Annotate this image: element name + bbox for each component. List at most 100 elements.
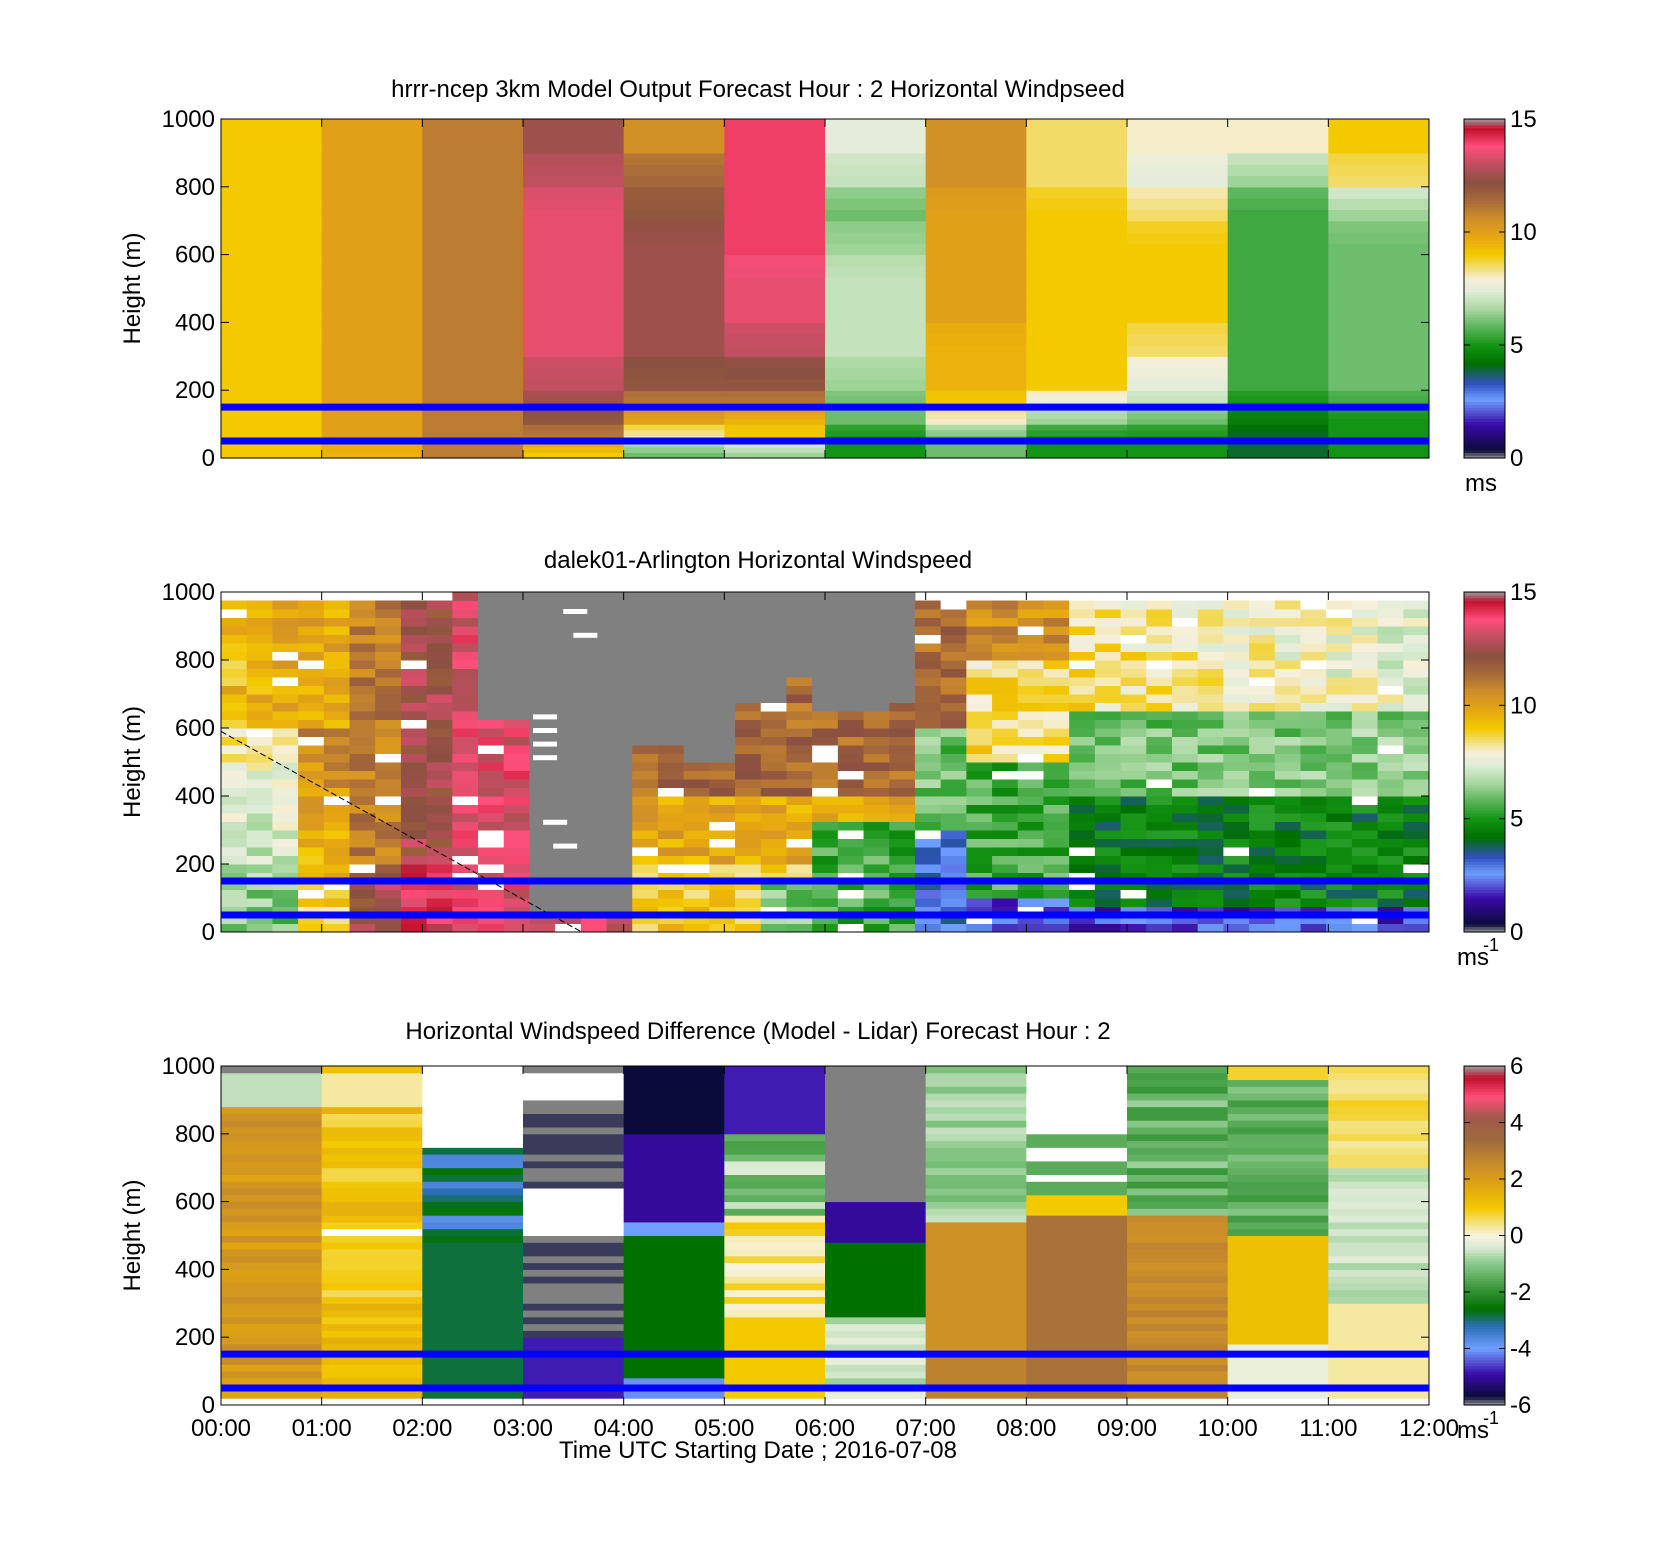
heatmap-cell bbox=[1069, 626, 1096, 635]
heatmap-cell bbox=[1094, 745, 1122, 754]
heatmap-cell bbox=[966, 600, 993, 610]
heatmap-cell bbox=[323, 830, 351, 839]
heatmap-cell bbox=[426, 872, 453, 882]
heatmap-cell bbox=[992, 677, 1019, 686]
heatmap-cell bbox=[1351, 804, 1379, 814]
heatmap-cell bbox=[1403, 872, 1430, 882]
heatmap-cell bbox=[735, 813, 762, 822]
heatmap-cell bbox=[760, 847, 787, 856]
heatmap-cell bbox=[1026, 333, 1128, 346]
heatmap-cell bbox=[580, 609, 608, 618]
heatmap-cell bbox=[606, 728, 633, 737]
heatmap-cell bbox=[1127, 1228, 1229, 1236]
colorbar-segment bbox=[1464, 251, 1505, 256]
heatmap-cell bbox=[1328, 1099, 1430, 1108]
heatmap-cell bbox=[925, 1154, 1027, 1162]
heatmap-cell bbox=[529, 719, 556, 729]
heatmap-cell bbox=[375, 881, 402, 890]
heatmap-cell bbox=[523, 130, 625, 143]
heatmap-cell bbox=[940, 660, 967, 669]
heatmap-cell bbox=[1120, 745, 1147, 754]
heatmap-cell bbox=[221, 1330, 323, 1338]
heatmap-cell bbox=[657, 643, 685, 652]
heatmap-cell bbox=[1043, 677, 1070, 686]
colorbar-unit-superscript: -1 bbox=[1483, 935, 1499, 955]
colorbar-segment bbox=[1464, 1345, 1505, 1350]
heatmap-cell bbox=[914, 804, 942, 814]
heatmap-cell bbox=[1223, 779, 1250, 788]
heatmap-cell bbox=[523, 119, 625, 131]
heatmap-cell bbox=[623, 378, 725, 391]
heatmap-cell bbox=[1223, 915, 1250, 924]
heatmap-cell bbox=[1223, 634, 1250, 644]
heatmap-cell bbox=[1017, 787, 1044, 797]
heatmap-cell bbox=[503, 626, 530, 635]
heatmap-cell bbox=[452, 651, 479, 661]
heatmap-cell bbox=[889, 643, 916, 652]
heatmap-cell bbox=[1026, 1106, 1128, 1114]
heatmap-cell bbox=[1326, 838, 1353, 848]
colorbar-segment bbox=[1464, 1294, 1505, 1299]
colorbar-segment bbox=[1464, 1235, 1505, 1239]
heatmap-cell bbox=[657, 711, 685, 720]
heatmap-cell bbox=[503, 855, 530, 865]
heatmap-cell bbox=[1017, 889, 1044, 899]
heatmap-cell bbox=[1223, 685, 1250, 695]
heatmap-cell bbox=[523, 452, 625, 459]
heatmap-cell bbox=[760, 600, 787, 610]
heatmap-cell bbox=[1274, 830, 1301, 839]
lidar-panel: dalek01-Arlington Horizontal Windspeed 0… bbox=[119, 547, 1537, 971]
heatmap-cell bbox=[422, 243, 524, 256]
heatmap-cell bbox=[1127, 243, 1229, 256]
heatmap-cell bbox=[940, 889, 967, 899]
heatmap-cell bbox=[825, 1127, 927, 1135]
heatmap-cell bbox=[478, 592, 505, 601]
colorbar-segment bbox=[1464, 1300, 1505, 1304]
heatmap-cell bbox=[1146, 762, 1173, 771]
heatmap-cell bbox=[1094, 906, 1122, 916]
heatmap-cell bbox=[555, 660, 582, 669]
colorbar-segment bbox=[1464, 634, 1505, 638]
heatmap-cell bbox=[452, 626, 479, 635]
colorbar-segment bbox=[1464, 144, 1505, 148]
heatmap-cell bbox=[623, 186, 725, 199]
colorbar-segment bbox=[1464, 330, 1505, 335]
heatmap-cell bbox=[221, 175, 323, 188]
heatmap-cell bbox=[221, 164, 323, 177]
heatmap-cell bbox=[523, 395, 625, 403]
heatmap-cell bbox=[1197, 660, 1224, 669]
heatmap-cell bbox=[1227, 1188, 1329, 1196]
heatmap-cell bbox=[580, 728, 608, 737]
heatmap-cell bbox=[992, 719, 1019, 729]
heatmap-cell bbox=[1227, 1276, 1329, 1284]
heatmap-cell bbox=[623, 1120, 725, 1128]
heatmap-cell bbox=[1171, 872, 1199, 882]
heatmap-cell bbox=[1328, 1113, 1430, 1121]
colorbar-segment bbox=[1464, 895, 1505, 899]
heatmap-cell bbox=[1026, 1269, 1128, 1277]
heatmap-cell bbox=[1026, 1127, 1128, 1135]
heatmap-cell bbox=[452, 643, 479, 652]
heatmap-cell bbox=[523, 322, 625, 335]
heatmap-cell bbox=[272, 762, 299, 771]
heatmap-cell bbox=[1026, 1310, 1128, 1318]
colorbar-segment bbox=[1464, 1376, 1505, 1381]
heatmap-cell bbox=[298, 651, 325, 661]
colorbar-tick-label: 15 bbox=[1510, 579, 1537, 606]
heatmap-cell bbox=[623, 1255, 725, 1264]
heatmap-cell bbox=[1300, 855, 1327, 865]
heatmap-cell bbox=[925, 1316, 1027, 1325]
heatmap-cell bbox=[1171, 821, 1199, 831]
heatmap-cell bbox=[422, 1099, 524, 1108]
heatmap-cell bbox=[1026, 1201, 1128, 1209]
heatmap-cell bbox=[1328, 1072, 1430, 1081]
heatmap-cell bbox=[632, 923, 659, 933]
heatmap-cell bbox=[1377, 617, 1404, 627]
heatmap-cell bbox=[1227, 209, 1329, 222]
heatmap-cell bbox=[1171, 813, 1199, 822]
heatmap-cell bbox=[452, 821, 479, 831]
heatmap-cell bbox=[1351, 923, 1379, 933]
heatmap-cell bbox=[1069, 906, 1096, 916]
heatmap-cell bbox=[529, 702, 556, 712]
heatmap-cell bbox=[940, 728, 967, 737]
